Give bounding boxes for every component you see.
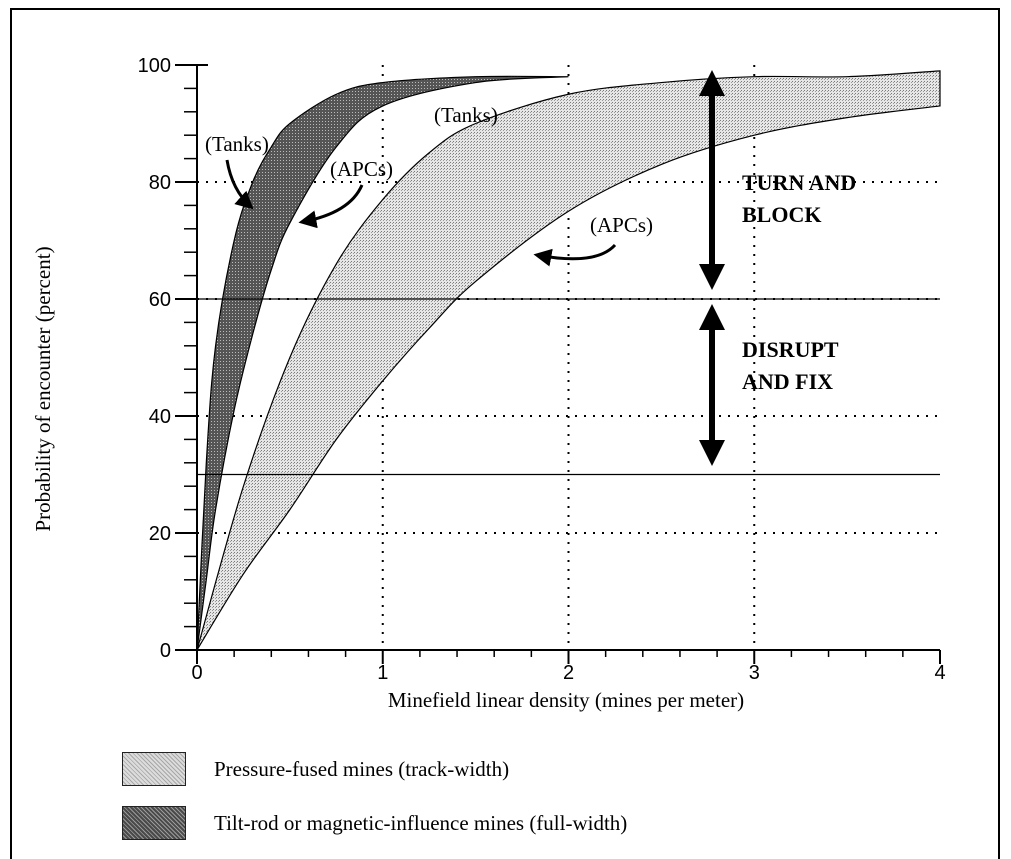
band-tilt-rod (196, 75, 569, 651)
x-tick-label: 4 (934, 662, 945, 684)
x-tick-label: 2 (563, 662, 574, 684)
y-tick-label: 80 (149, 172, 171, 194)
reference-lines (197, 298, 940, 476)
legend-swatch-pressure (122, 752, 186, 786)
x-axis-label: Minefield linear density (mines per mete… (388, 688, 744, 712)
disrupt-and-fix-arrow (699, 304, 725, 466)
legend-swatch-tilt (122, 806, 186, 840)
annotation-apcs-left: (APCs) (330, 157, 393, 181)
band-pressure-fused (196, 70, 941, 651)
tanks-left-pointer (225, 159, 254, 210)
zone-label-turn-line1: TURN AND (742, 170, 856, 195)
zone-label-disrupt-line1: DISRUPT (742, 337, 839, 362)
chart: 0 20 40 60 80 100 0 1 2 3 4 Minefield linear densi… (31, 55, 946, 712)
axes (175, 64, 941, 664)
y-tick-label: 100 (138, 55, 171, 77)
legend-item-pressure: Pressure-fused mines (track-width) (122, 752, 509, 786)
y-tick-label: 40 (149, 406, 171, 428)
annotation-tanks-right: (Tanks) (434, 103, 498, 127)
legend-item-tilt: Tilt-rod or magnetic-influence mines (fu… (122, 806, 627, 840)
x-tick-label: 0 (191, 662, 202, 684)
annotation-apcs-right: (APCs) (590, 213, 653, 237)
y-tick-label: 20 (149, 523, 171, 545)
zone-label-turn-line2: BLOCK (742, 202, 821, 227)
y-tick-label: 0 (160, 640, 171, 662)
grid (197, 65, 940, 650)
y-tick-label: 60 (149, 289, 171, 311)
x-tick-label: 1 (377, 662, 388, 684)
figure-frame (10, 8, 1000, 859)
legend-label-pressure: Pressure-fused mines (track-width) (214, 756, 510, 781)
apcs-right-pointer (533, 243, 617, 267)
tick-labels: 0 20 40 60 80 100 0 1 2 3 4 (138, 55, 946, 684)
zone-label-disrupt-line2: AND FIX (742, 369, 833, 394)
apcs-left-pointer (298, 184, 364, 229)
annotation-tanks-left: (Tanks) (205, 132, 269, 156)
series-bands (196, 70, 941, 651)
y-axis-label: Probability of encounter (percent) (31, 246, 55, 531)
legend-label-tilt: Tilt-rod or magnetic-influence mines (fu… (214, 810, 628, 835)
turn-and-block-arrow (699, 70, 725, 290)
x-tick-label: 3 (749, 662, 760, 684)
